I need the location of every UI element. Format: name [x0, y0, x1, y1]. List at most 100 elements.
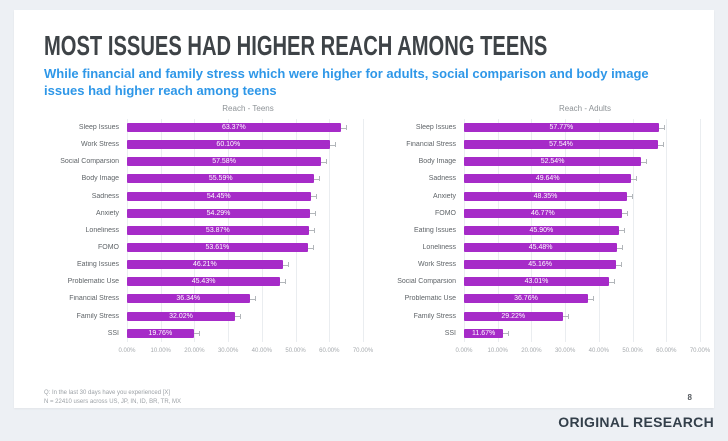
bar-track: 46.77% — [464, 208, 700, 218]
bar-row: Family Stress 29.22% — [369, 308, 700, 324]
bar: 55.59% — [127, 174, 315, 184]
bar-row: Problematic Use 36.76% — [369, 291, 700, 307]
slide-card: MOST ISSUES HAD HIGHER REACH AMONG TEENS… — [14, 10, 714, 408]
x-tick-label: 70.00% — [689, 348, 711, 354]
bar: 45.16% — [464, 260, 617, 270]
bar-row: Eating Issues 46.21% — [32, 257, 363, 273]
x-tick-label: 60.00% — [319, 348, 340, 354]
error-bar — [340, 124, 349, 131]
page-number: 8 — [687, 393, 692, 402]
slide-subtitle: While financial and family stress which … — [44, 66, 649, 98]
bar-track: 54.45% — [127, 191, 363, 201]
bar-row: Problematic Use 45.43% — [32, 274, 363, 290]
bar-row: Anxiety 54.29% — [32, 205, 363, 221]
bar-row: Financial Stress 36.34% — [32, 291, 363, 307]
error-bar — [657, 141, 666, 148]
error-bar — [641, 158, 649, 165]
bar: 53.87% — [127, 225, 309, 235]
bar-row: FOMO 46.77% — [369, 205, 700, 221]
bar-row: Financial Stress 57.54% — [369, 137, 700, 153]
x-tick-label: 60.00% — [656, 348, 677, 354]
value-label: 49.64% — [535, 175, 560, 183]
category-label: Body Image — [81, 175, 119, 183]
error-bar — [307, 244, 316, 251]
bar: 19.76% — [127, 328, 194, 338]
bar-track: 19.76% — [127, 328, 363, 338]
error-bar — [631, 175, 639, 182]
category-label: FOMO — [435, 209, 456, 217]
plot-area: Sleep Issues 63.37% Work Stress 60.10% Socia… — [32, 117, 373, 356]
bar-track: 54.29% — [127, 208, 363, 218]
bar-track: 45.43% — [127, 277, 363, 287]
bar: 45.43% — [127, 277, 281, 287]
bar-row: Eating Issues 45.90% — [369, 222, 700, 238]
x-tick-label: 40.00% — [588, 348, 610, 354]
bar: 63.37% — [127, 123, 341, 133]
error-bar — [193, 330, 202, 337]
value-label: 46.77% — [530, 209, 555, 217]
bar-row: Social Comparsion 43.01% — [369, 274, 700, 290]
category-label: Anxiety — [433, 192, 456, 200]
category-label: Sadness — [91, 192, 119, 200]
value-label: 54.45% — [206, 192, 231, 200]
bar-track: 63.37% — [127, 123, 363, 133]
bar-track: 53.87% — [127, 225, 363, 235]
chart-reach-adults: Reach - Adults Sleep Issues 57.77% Financi… — [369, 104, 710, 356]
bar: 46.77% — [464, 208, 622, 218]
bar-row: Work Stress 45.16% — [369, 257, 700, 273]
slide-title: MOST ISSUES HAD HIGHER REACH AMONG TEENS — [44, 30, 548, 61]
bar-row: Sleep Issues 57.77% — [369, 120, 700, 136]
bar-track: 52.54% — [464, 157, 700, 167]
chart-reach-teens: Reach - Teens Sleep Issues 63.37% Work Str… — [32, 104, 373, 356]
error-bar — [617, 244, 625, 251]
gridline — [329, 119, 331, 342]
value-label: 57.54% — [549, 141, 573, 149]
error-bar — [503, 330, 511, 337]
value-label: 52.54% — [540, 158, 565, 166]
bar-row: Anxiety 48.35% — [369, 188, 700, 204]
bar-track: 36.76% — [464, 294, 700, 304]
footnote-sample: N = 22410 users across US, JP, IN, ID, B… — [44, 398, 181, 405]
bar-track: 49.64% — [464, 174, 700, 184]
value-label: 19.76% — [148, 329, 173, 337]
bar: 57.77% — [464, 123, 659, 133]
footnote-question: Q: In the last 30 days have you experien… — [44, 390, 171, 396]
x-tick-label: 10.00% — [150, 348, 171, 354]
category-label: Sleep Issues — [78, 124, 119, 132]
error-bar — [310, 210, 318, 217]
error-bar — [280, 278, 288, 285]
bar-track: 32.02% — [127, 311, 363, 321]
value-label: 46.21% — [193, 261, 217, 269]
bar-row: Body Image 55.59% — [32, 171, 363, 187]
bar-track: 43.01% — [464, 277, 700, 287]
bar-row: Work Stress 60.10% — [32, 137, 363, 153]
bar-track: 60.10% — [127, 140, 363, 150]
x-tick-label: 0.00% — [455, 348, 473, 354]
value-label: 53.61% — [205, 244, 230, 252]
bar-rows: Sleep Issues 57.77% Financial Stress 57.54%… — [369, 119, 700, 342]
chart-title: Reach - Adults — [558, 104, 612, 113]
bar-row: Sadness 54.45% — [32, 188, 363, 204]
error-bar — [310, 193, 319, 200]
bar-rows: Sleep Issues 63.37% Work Stress 60.10% Socia… — [32, 119, 363, 342]
category-label: Eating Issues — [76, 261, 119, 269]
category-label: SSI — [107, 329, 119, 337]
error-bar — [627, 193, 635, 200]
gridline — [700, 119, 701, 342]
footnote: Q: In the last 30 days have you experien… — [44, 389, 181, 406]
bar-row: Body Image 52.54% — [369, 154, 700, 170]
x-tick-label: 50.00% — [285, 348, 306, 354]
value-label: 60.10% — [216, 141, 241, 149]
value-label: 45.43% — [191, 278, 216, 286]
bar: 32.02% — [127, 311, 235, 321]
bar: 45.48% — [464, 243, 618, 253]
value-label: 57.77% — [549, 124, 574, 132]
bar-row: Family Stress 32.02% — [32, 308, 363, 324]
x-tick-label: 10.00% — [487, 348, 508, 354]
bar: 29.22% — [464, 311, 563, 321]
category-label: Problematic Use — [67, 278, 119, 286]
error-bar — [562, 313, 571, 320]
value-label: 11.67% — [472, 329, 496, 337]
bar: 36.34% — [127, 294, 250, 304]
bar-row: SSI 19.76% — [32, 325, 363, 341]
